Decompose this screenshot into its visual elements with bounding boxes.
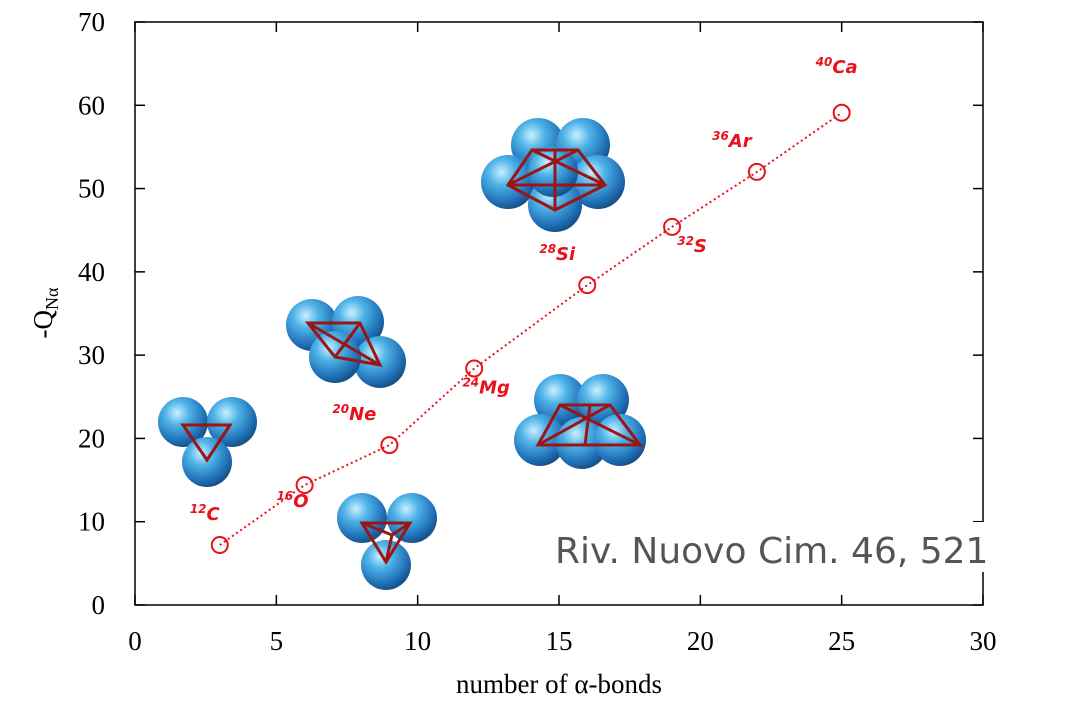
data-marks: 12C 16O 20Ne 24Mg 28Si 32S 36Ar 40Ca	[190, 55, 858, 555]
point-label-symbol: O	[293, 491, 308, 512]
x-tick-label: 10	[404, 626, 431, 656]
point-label: 12C	[190, 502, 221, 525]
point-label: 16O	[277, 489, 309, 512]
data-point	[295, 476, 314, 495]
point-label-symbol: Ca	[832, 57, 857, 78]
citation: Riv. Nuovo Cim. 46, 521	[555, 531, 988, 572]
y-tick-label: 30	[78, 340, 105, 370]
data-point	[832, 103, 851, 122]
data-point	[465, 359, 484, 378]
point-label-mass: 24	[462, 375, 479, 389]
cluster-o16	[337, 493, 437, 590]
y-tick-label: 40	[78, 257, 105, 287]
point-label-symbol: Ar	[727, 131, 753, 152]
axis-ticks: 0 5 10 15 20 25 30 0 10 20 30 40 50 60 70	[78, 7, 997, 656]
y-tick-label: 60	[78, 90, 105, 120]
plot-frame	[134, 21, 984, 606]
cluster-decorations	[158, 118, 646, 590]
data-point	[747, 162, 766, 181]
point-label: 40Ca	[815, 55, 858, 78]
point-label-mass: 32	[677, 234, 694, 248]
x-tick-label: 30	[970, 626, 997, 656]
x-tick-label: 0	[128, 626, 142, 656]
data-point	[663, 217, 682, 236]
data-point	[380, 436, 399, 455]
point-label-mass: 36	[712, 129, 729, 143]
point-label-mass: 28	[539, 242, 556, 256]
cluster-c12	[158, 397, 257, 487]
y-tick-label: 0	[92, 590, 106, 620]
cluster-mg24	[514, 374, 646, 469]
point-label-symbol: C	[207, 504, 221, 525]
y-tick-label: 20	[78, 423, 105, 453]
point-label-mass: 16	[277, 489, 294, 503]
point-label: 20Ne	[332, 402, 376, 425]
y-tick-label: 50	[78, 174, 105, 204]
point-label-mass: 12	[190, 502, 207, 516]
point-label: 28Si	[539, 242, 576, 265]
y-label-sub: Nα	[42, 287, 62, 310]
data-point	[578, 276, 597, 295]
point-label-symbol: Ne	[349, 404, 376, 425]
y-axis-label: -QNα	[28, 287, 62, 338]
y-tick-label: 10	[78, 507, 105, 537]
point-label: 24Mg	[462, 375, 510, 398]
cluster-ne20	[286, 296, 406, 388]
x-tick-label: 25	[828, 626, 855, 656]
x-tick-label: 20	[687, 626, 714, 656]
point-label-symbol: Mg	[479, 377, 510, 398]
data-point	[210, 536, 229, 555]
point-label: 32S	[677, 234, 707, 257]
y-tick-label: 70	[78, 7, 105, 37]
point-label-mass: 40	[815, 55, 833, 69]
annotation-bg	[548, 522, 988, 572]
cluster-si28	[481, 118, 625, 232]
point-label-symbol: S	[694, 236, 707, 257]
x-tick-label: 5	[270, 626, 284, 656]
point-label-symbol: Si	[556, 244, 576, 265]
x-axis-label: number of α-bonds	[456, 669, 662, 699]
y-label-main: -Q	[28, 309, 58, 338]
point-label-mass: 20	[332, 402, 349, 416]
point-label: 36Ar	[712, 129, 753, 152]
x-tick-label: 15	[546, 626, 573, 656]
